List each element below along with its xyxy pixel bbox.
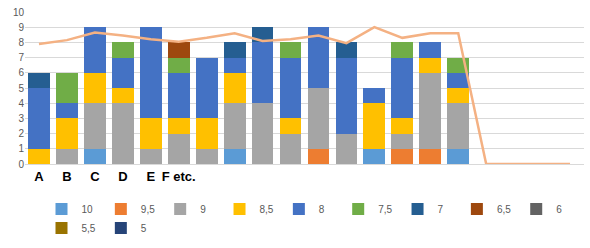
svg-text:10: 10 (82, 204, 94, 215)
svg-text:8: 8 (18, 37, 24, 48)
svg-text:9: 9 (18, 22, 24, 33)
svg-text:0: 0 (18, 159, 24, 170)
svg-text:8,5: 8,5 (260, 204, 274, 215)
svg-text:6,5: 6,5 (497, 204, 511, 215)
svg-text:5: 5 (141, 223, 147, 234)
svg-text:9: 9 (200, 204, 206, 215)
svg-text:5: 5 (18, 83, 24, 94)
svg-text:C: C (90, 169, 100, 184)
svg-text:8: 8 (319, 204, 325, 215)
svg-text:10: 10 (13, 7, 25, 18)
svg-text:7: 7 (18, 52, 24, 63)
svg-text:6: 6 (18, 67, 24, 78)
svg-text:2: 2 (18, 128, 24, 139)
svg-text:F etc.: F etc. (162, 169, 196, 184)
svg-text:B: B (62, 169, 71, 184)
svg-text:7: 7 (438, 204, 444, 215)
svg-text:D: D (118, 169, 127, 184)
svg-text:A: A (34, 169, 44, 184)
svg-text:7,5: 7,5 (378, 204, 392, 215)
svg-text:4: 4 (18, 98, 24, 109)
svg-text:5,5: 5,5 (82, 223, 96, 234)
svg-text:3: 3 (18, 113, 24, 124)
svg-text:E: E (146, 169, 155, 184)
svg-text:9,5: 9,5 (141, 204, 155, 215)
svg-text:1: 1 (18, 143, 24, 154)
svg-text:6: 6 (556, 204, 562, 215)
